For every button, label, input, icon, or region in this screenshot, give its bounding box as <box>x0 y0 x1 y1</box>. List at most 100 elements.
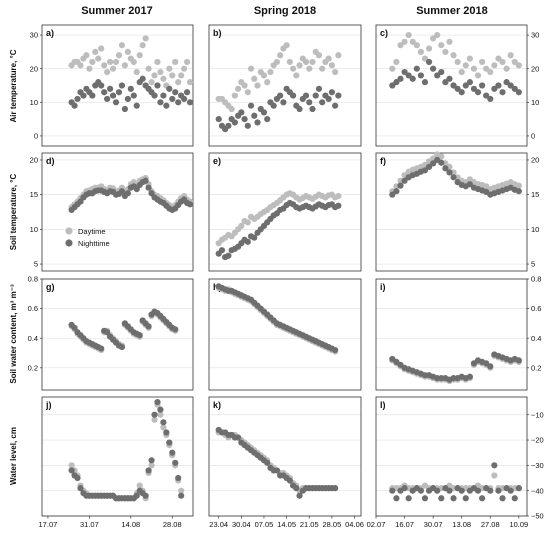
plot-frame <box>41 278 194 391</box>
data-point-daytime <box>160 75 167 82</box>
data-point-nighttime <box>109 92 117 99</box>
data-point-nighttime <box>309 105 316 113</box>
y-tick-label: 10 <box>30 225 38 234</box>
data-point-daytime <box>112 58 120 66</box>
data-point-nighttime <box>151 92 158 99</box>
data-point-daytime <box>238 222 245 229</box>
y-tick-label: 0.6 <box>28 304 38 313</box>
data-point-nighttime <box>483 92 490 99</box>
data-point-daytime <box>413 42 420 49</box>
data-point-daytime <box>254 82 261 89</box>
data-point-daytime <box>104 68 111 76</box>
data-point-daytime <box>181 65 188 72</box>
data-point-nighttime <box>442 165 449 172</box>
data-point-nighttime <box>421 167 429 174</box>
data-point-nighttime <box>479 82 486 89</box>
data-point-nighttime <box>446 169 453 176</box>
data-point-nighttime <box>417 72 424 79</box>
data-point-nighttime <box>397 75 404 82</box>
data-point-daytime <box>169 72 176 79</box>
data-point-nighttime <box>166 439 173 446</box>
series-daytime <box>389 31 522 79</box>
data-point-nighttime <box>151 411 158 418</box>
data-point-daytime <box>83 52 90 59</box>
data-point-nighttime <box>511 495 518 502</box>
data-point-nighttime <box>332 346 339 354</box>
data-point-nighttime <box>286 477 293 484</box>
row-label-soil-water-content: Soil water content, m³ m⁻³ <box>9 284 18 384</box>
data-point-nighttime <box>515 357 522 364</box>
data-point-daytime <box>438 42 445 49</box>
data-point-nighttime <box>454 85 461 92</box>
data-point-nighttime <box>289 92 297 99</box>
x-tick-label: 27.08 <box>481 520 500 529</box>
column-title-summer-2018: Summer 2018 <box>416 5 488 17</box>
data-point-nighttime <box>389 191 396 198</box>
data-point-daytime <box>491 62 498 69</box>
data-point-nighttime <box>474 89 482 96</box>
data-point-daytime <box>483 65 490 72</box>
data-point-nighttime <box>163 429 170 436</box>
data-point-daytime <box>68 462 75 469</box>
data-point-daytime <box>296 62 303 69</box>
data-point-daytime <box>267 68 274 76</box>
data-point-nighttime <box>186 201 194 208</box>
y-tick-label: 0.4 <box>531 334 541 343</box>
data-point-nighttime <box>77 485 84 492</box>
data-point-nighttime <box>169 95 176 103</box>
data-point-nighttime <box>293 485 300 492</box>
data-point-daytime <box>178 72 185 79</box>
panel-h: h) <box>208 278 362 391</box>
data-point-nighttime <box>405 495 412 502</box>
data-point-nighttime <box>507 82 514 89</box>
data-point-nighttime <box>487 487 494 494</box>
data-point-nighttime <box>515 89 522 96</box>
data-point-nighttime <box>499 495 506 502</box>
data-point-nighttime <box>235 434 242 441</box>
data-point-nighttime <box>511 85 518 92</box>
data-point-nighttime <box>479 495 486 502</box>
data-point-daytime <box>148 462 155 469</box>
data-point-nighttime <box>335 92 342 99</box>
data-point-daytime <box>86 65 93 72</box>
data-point-daytime <box>277 52 284 59</box>
data-point-nighttime <box>393 495 400 502</box>
data-point-daytime <box>425 45 433 52</box>
data-point-nighttime <box>499 89 506 96</box>
data-point-nighttime <box>166 85 173 92</box>
data-point-nighttime <box>325 95 332 103</box>
y-tick-label: 20 <box>531 156 539 165</box>
y-tick-label: −30 <box>531 461 544 470</box>
data-point-nighttime <box>515 485 522 492</box>
data-point-daytime <box>306 65 313 72</box>
plot-frame <box>375 278 528 391</box>
panel-label: f) <box>380 156 386 166</box>
data-point-nighttime <box>183 89 191 96</box>
data-point-nighttime <box>434 72 441 79</box>
data-point-daytime <box>302 58 310 66</box>
plot-frame <box>208 396 362 517</box>
series-daytime <box>215 190 342 247</box>
data-point-nighttime <box>466 181 473 188</box>
series-nighttime <box>68 398 185 502</box>
data-point-daytime <box>503 65 510 72</box>
data-point-nighttime <box>312 92 319 99</box>
data-point-daytime <box>293 72 300 79</box>
data-point-daytime <box>491 472 498 479</box>
data-point-daytime <box>133 68 140 76</box>
data-point-nighttime <box>154 82 161 89</box>
plot-frame <box>375 396 528 517</box>
data-point-nighttime <box>393 188 400 195</box>
y-tick-label: 0.2 <box>531 363 541 372</box>
panel-label: l) <box>380 400 386 410</box>
data-point-nighttime <box>127 85 134 92</box>
legend-nighttime-marker <box>65 239 73 247</box>
data-point-nighttime <box>145 184 152 191</box>
data-point-daytime <box>286 58 293 66</box>
data-point-nighttime <box>225 122 232 129</box>
data-point-daytime <box>148 79 155 86</box>
data-point-daytime <box>466 55 473 62</box>
panel-f: 5 10 15 20 f) <box>375 151 539 272</box>
y-tick-label: 10 <box>30 98 38 107</box>
panel-label: g) <box>46 282 55 292</box>
